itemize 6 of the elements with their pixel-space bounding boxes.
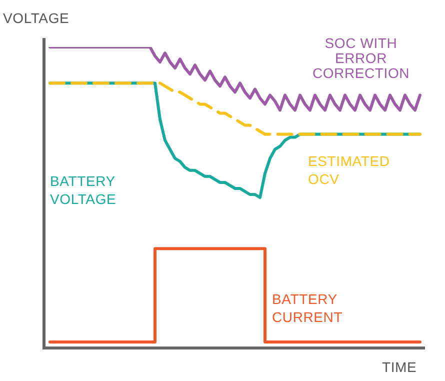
series-label: BATTERY CURRENT [272,290,344,326]
text: BATTERY VOLTAGE [50,172,118,208]
x-axis-title: TIME [382,358,417,376]
series-label: ESTIMATED OCV [308,152,391,188]
y-axis-title: VOLTAGE [3,9,70,27]
series-label: SOC WITH ERROR CORRECTION [311,35,411,81]
